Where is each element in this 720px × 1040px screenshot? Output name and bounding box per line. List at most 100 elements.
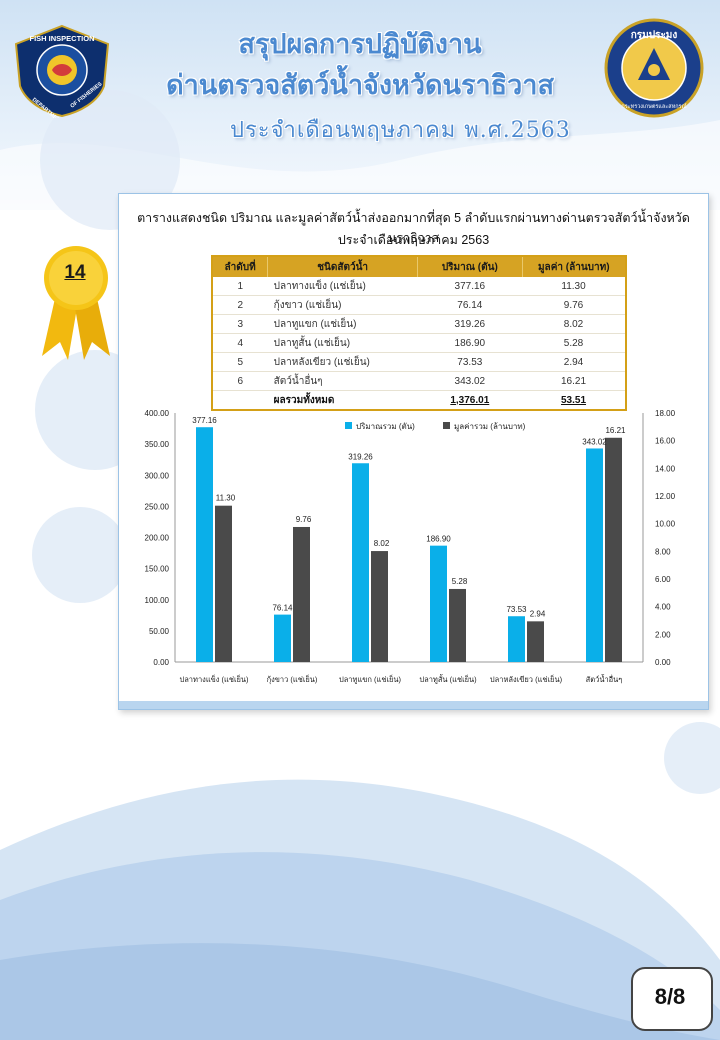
table-cell: 343.02 (417, 371, 523, 391)
legend-swatch-volume (345, 422, 352, 429)
table-row: 6 สัตว์น้ำอื่นๆ 343.02 16.21 (212, 371, 626, 391)
report-panel: ตารางแสดงชนิด ปริมาณ และมูลค่าสัตว์น้ำส่… (118, 193, 709, 710)
seal-bottom-text: กระทรวงเกษตรและสหกรณ์ (621, 103, 686, 110)
legend-label-volume: ปริมาณรวม (ตัน) (356, 422, 415, 431)
table-cell: 76.14 (417, 295, 523, 315)
page-subtitle: ประจำเดือนพฤษภาคม พ.ศ.2563 (230, 118, 571, 143)
y-left-tick-label: 50.00 (149, 627, 170, 636)
column-header: มูลค่า (ล้านบาท) (522, 256, 627, 277)
bar-volume (430, 545, 447, 662)
y-left-tick-label: 100.00 (145, 596, 170, 605)
y-right-tick-label: 10.00 (655, 520, 676, 529)
data-label-volume: 186.90 (426, 535, 451, 544)
table-cell: 6 (212, 371, 268, 391)
y-right-tick-label: 0.00 (655, 658, 671, 667)
table-cell: ปลาทางแข็ง (แช่เย็น) (267, 277, 418, 296)
data-label-volume: 319.26 (348, 452, 373, 461)
table-cell: 8.02 (522, 314, 626, 334)
data-label-value: 5.28 (452, 577, 468, 586)
table-cell: 377.16 (417, 277, 523, 296)
y-right-tick-label: 14.00 (655, 464, 676, 473)
bar-value (293, 526, 310, 662)
bar-volume (508, 616, 525, 662)
table-cell: สัตว์น้ำอื่นๆ (267, 371, 418, 391)
export-bar-chart: 0.00 50.00 100.00 150.00 200.00 250.00 300.00 3… (145, 409, 676, 684)
table-row: 2 กุ้งขาว (แช่เย็น) 76.14 9.76 (212, 295, 626, 315)
y-left-tick-label: 250.00 (145, 502, 170, 511)
table-cell: 1 (212, 277, 268, 296)
data-label-volume: 343.02 (582, 437, 607, 446)
report-title: ตารางแสดงชนิด ปริมาณ และมูลค่าสัตว์น้ำส่… (137, 211, 690, 245)
bar-value (449, 588, 466, 662)
page-title: สรุปผลการปฏิบัติงาน (238, 29, 482, 60)
table-row: 3 ปลาทูแขก (แช่เย็น) 319.26 8.02 (212, 314, 626, 334)
seal-top-text: กรมประมง (631, 29, 678, 41)
table-cell: 3 (212, 314, 268, 334)
total-value: 53.51 (522, 390, 626, 411)
column-header: ลำดับที่ (212, 256, 269, 277)
table-cell: ปลาทูสั้น (แช่เย็น) (267, 333, 418, 353)
bar-volume (352, 463, 369, 662)
x-tick-label: ปลาทางแข็ง (แช่เย็น) (179, 674, 249, 684)
y-right-tick-label: 4.00 (655, 603, 671, 612)
table-row: 4 ปลาทูสั้น (แช่เย็น) 186.90 5.28 (212, 333, 626, 353)
y-left-tick-label: 350.00 (145, 440, 170, 449)
table-cell: 4 (212, 333, 268, 353)
data-label-volume: 76.14 (272, 604, 293, 613)
data-label-value: 9.76 (296, 515, 312, 524)
report-subtitle: ประจำเดือนพฤษภาคม 2563 (337, 233, 490, 247)
table-total-row: ผลรวมทั้งหมด 1,376.01 53.51 (212, 390, 626, 411)
data-label-value: 16.21 (605, 426, 626, 435)
y-left-tick-label: 0.00 (153, 658, 169, 667)
fish-inspection-logo: FISH INSPECTION DEPARTMENT OF FISHERIES (14, 24, 110, 118)
bar-value (371, 551, 388, 662)
table-cell: กุ้งขาว (แช่เย็น) (267, 295, 418, 315)
page-number: 8/8 (654, 984, 686, 1009)
y-right-tick-label: 18.00 (655, 409, 676, 418)
table-row: 1 ปลาทางแข็ง (แช่เย็น) 377.16 11.30 (212, 277, 626, 296)
y-left-tick-label: 400.00 (145, 409, 170, 418)
export-summary-table: ลำดับที่ ชนิดสัตว์น้ำ ปริมาณ (ตัน) มูลค่… (211, 255, 627, 411)
table-cell (212, 390, 268, 411)
x-tick-label: ปลาหลังเขียว (แช่เย็น) (490, 674, 563, 684)
bar-value (527, 621, 544, 662)
data-label-volume: 377.16 (192, 416, 217, 425)
y-right-tick-label: 12.00 (655, 492, 676, 501)
page-title-line2: ด่านตรวจสัตว์น้ำจังหวัดนราธิวาส (166, 70, 554, 101)
y-right-tick-label: 8.00 (655, 547, 671, 556)
column-header: ปริมาณ (ตัน) (417, 256, 523, 277)
data-label-value: 11.30 (216, 494, 236, 503)
department-of-fisheries-seal: กรมประมง กระทรวงเกษตรและสหกรณ์ (604, 18, 704, 118)
table-header-row: ลำดับที่ ชนิดสัตว์น้ำ ปริมาณ (ตัน) มูลค่… (212, 256, 627, 277)
column-header: ชนิดสัตว์น้ำ (267, 256, 419, 277)
table-cell: 5.28 (522, 333, 626, 353)
table-cell: 11.30 (522, 277, 626, 296)
logo-left-top-text: FISH INSPECTION (29, 34, 94, 43)
data-label-value: 8.02 (374, 539, 390, 548)
table-cell: 9.76 (522, 295, 626, 315)
y-left-tick-label: 200.00 (145, 534, 170, 543)
page-number-box (631, 967, 713, 1031)
data-label-volume: 73.53 (506, 605, 527, 614)
x-tick-label: สัตว์น้ำอื่นๆ (586, 674, 623, 684)
y-right-tick-label: 16.00 (655, 437, 676, 446)
badge-number: 14 (64, 262, 86, 283)
panel-bottom-strip (119, 701, 708, 709)
table-cell: 16.21 (522, 371, 626, 391)
x-tick-label: กุ้งขาว (แช่เย็น) (267, 674, 318, 684)
table-cell: 73.53 (417, 352, 523, 372)
legend-label-value: มูลค่ารวม (ล้านบาท) (454, 422, 526, 432)
table-cell: 2 (212, 295, 268, 315)
table-row: 5 ปลาหลังเขียว (แช่เย็น) 73.53 2.94 (212, 352, 626, 372)
y-left-tick-label: 150.00 (145, 565, 170, 574)
bar-volume (586, 448, 603, 662)
table-cell: 5 (212, 352, 268, 372)
bar-volume (196, 427, 213, 662)
x-tick-label: ปลาทูสั้น (แช่เย็น) (419, 674, 477, 684)
bar-value (215, 505, 232, 662)
y-left-tick-label: 300.00 (145, 471, 170, 480)
legend-swatch-value (443, 422, 450, 429)
y-right-tick-label: 2.00 (655, 630, 671, 639)
total-volume: 1,376.01 (417, 390, 523, 411)
